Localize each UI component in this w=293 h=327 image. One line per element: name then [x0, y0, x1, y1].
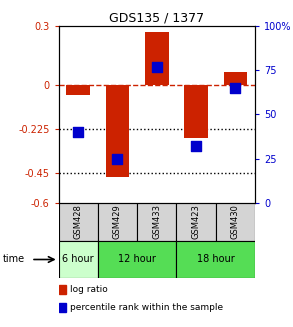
Bar	[224, 72, 247, 85]
Text: 18 hour: 18 hour	[197, 254, 234, 265]
Text: percentile rank within the sample: percentile rank within the sample	[70, 303, 224, 312]
Bar	[176, 203, 216, 241]
Bar	[59, 285, 67, 294]
Text: GSM430: GSM430	[231, 204, 240, 239]
Bar	[59, 241, 98, 278]
Point	[115, 156, 120, 161]
Bar	[176, 241, 255, 278]
Bar	[98, 241, 176, 278]
Text: GSM423: GSM423	[192, 204, 200, 239]
Text: GSM428: GSM428	[74, 204, 83, 239]
Text: log ratio: log ratio	[70, 285, 108, 294]
Bar	[98, 203, 137, 241]
Text: time: time	[3, 254, 25, 265]
Bar	[216, 203, 255, 241]
Text: GSM433: GSM433	[152, 204, 161, 239]
Bar	[106, 85, 129, 177]
Text: 12 hour: 12 hour	[118, 254, 156, 265]
Bar	[59, 303, 67, 312]
Point	[154, 64, 159, 69]
Point	[233, 85, 238, 91]
Bar	[67, 85, 90, 95]
Bar	[145, 32, 168, 85]
Title: GDS135 / 1377: GDS135 / 1377	[109, 12, 204, 25]
Bar	[59, 203, 98, 241]
Bar	[137, 203, 176, 241]
Text: 6 hour: 6 hour	[62, 254, 94, 265]
Point	[194, 144, 198, 149]
Text: GSM429: GSM429	[113, 204, 122, 239]
Point	[76, 129, 81, 135]
Bar	[184, 85, 208, 138]
